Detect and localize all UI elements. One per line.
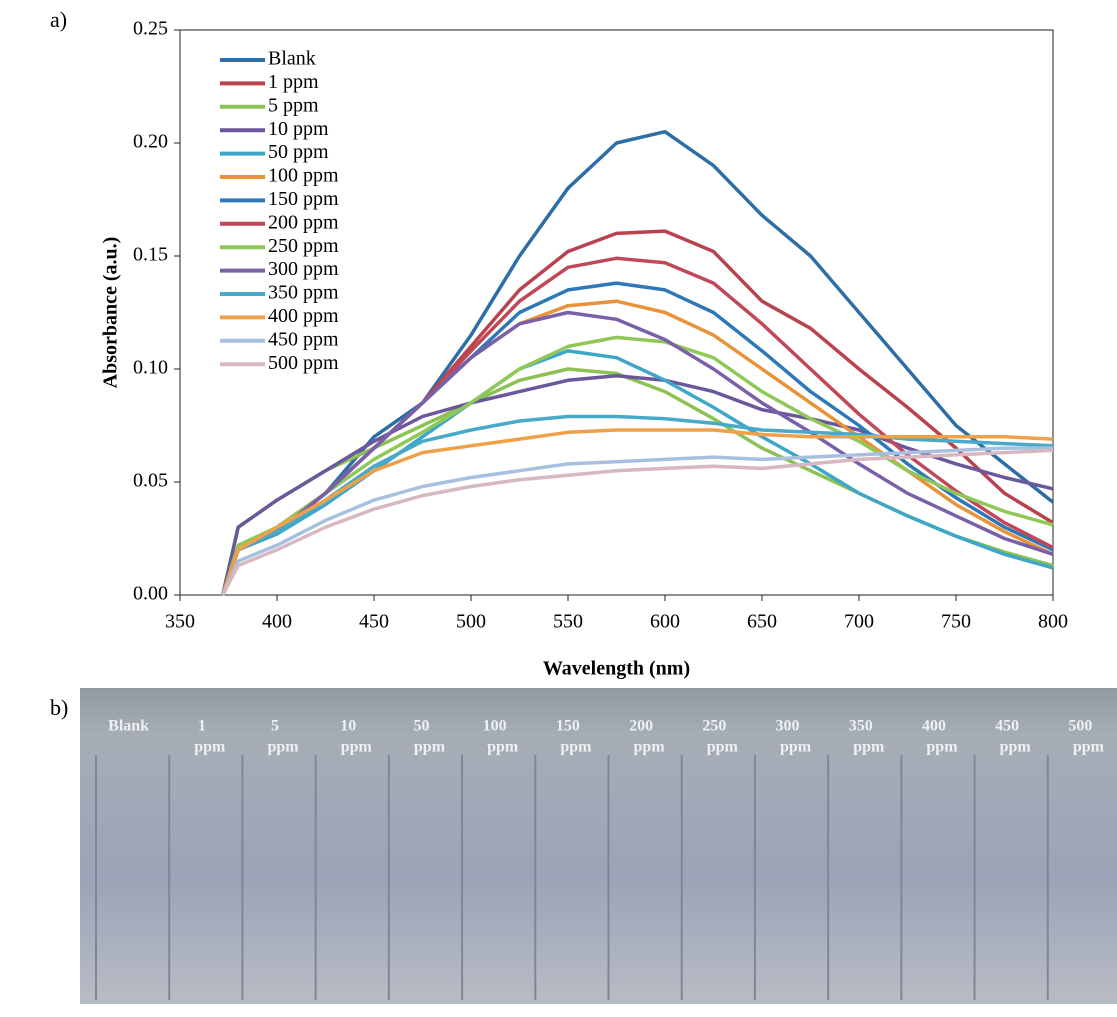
x-axis-label: Wavelength (nm) (543, 658, 690, 680)
cuvette-label: 350 (849, 718, 873, 735)
y-axis-label: Absorbance (a.u.) (100, 237, 122, 389)
legend-label: 5 ppm (268, 94, 319, 116)
cuvette-unit: ppm (487, 739, 519, 756)
cuvette-unit: ppm (780, 739, 812, 756)
legend-label: 500 ppm (268, 352, 339, 374)
x-tick-label: 350 (165, 611, 195, 633)
series-line (221, 299, 1054, 596)
panel-label: a) (50, 7, 67, 32)
y-tick-label: 0.15 (133, 244, 168, 266)
y-tick-label: 0.20 (133, 131, 168, 153)
series-line (221, 414, 1054, 596)
cuvette-unit: ppm (560, 739, 592, 756)
x-tick-label: 650 (747, 611, 777, 633)
cuvette-label: 250 (702, 718, 726, 735)
legend-label: 250 ppm (268, 235, 339, 257)
cuvette-unit: ppm (634, 739, 666, 756)
cuvette-unit: ppm (341, 739, 373, 756)
series-line (221, 446, 1053, 596)
cuvette-label: 1 (198, 718, 206, 735)
photo-labels: Blank 1 ppm 5 ppm 10 ppm 50 ppm 100 ppm 150 ppm 200 pp… (95, 718, 1105, 1000)
legend-label: 10 ppm (268, 118, 329, 140)
x-tick-label: 750 (941, 611, 971, 633)
cuvette-unit: ppm (1073, 739, 1105, 756)
x-tick-label: 500 (456, 611, 486, 633)
cuvette-label: 400 (922, 718, 946, 735)
series-line (221, 310, 1054, 596)
x-tick-label: 700 (844, 611, 874, 633)
cuvette-label: 200 (629, 718, 653, 735)
y-tick-label: 0.00 (133, 583, 168, 605)
cuvette-label: 10 (340, 718, 356, 735)
panel-label: b) (50, 695, 68, 720)
series-line (221, 448, 1054, 596)
y-tick-label: 0.10 (133, 357, 168, 379)
cuvette-unit: ppm (707, 739, 739, 756)
cuvette-unit: ppm (414, 739, 446, 756)
legend-label: 350 ppm (268, 282, 339, 304)
legend-label: 50 ppm (268, 141, 329, 163)
photo (80, 688, 1117, 1004)
legend-label: 1 ppm (268, 71, 319, 93)
y-tick-label: 0.25 (133, 18, 168, 40)
cuvette-unit: ppm (853, 739, 885, 756)
legend-label: 100 ppm (268, 165, 339, 187)
series-line (221, 349, 1054, 596)
legend-label: 200 ppm (268, 211, 339, 233)
cuvette-label: 50 (413, 718, 429, 735)
x-tick-label: 450 (359, 611, 389, 633)
series-line (220, 374, 1054, 596)
legend-label: 150 ppm (268, 188, 339, 210)
legend-label: 400 ppm (268, 305, 339, 327)
cuvette-label: 5 (271, 718, 279, 735)
cuvette-label: 300 (776, 718, 800, 735)
legend-label: 300 ppm (268, 258, 339, 280)
cuvette-unit: ppm (926, 739, 958, 756)
plot-frame (179, 29, 1054, 596)
x-tick-label: 600 (650, 611, 680, 633)
x-tick-label: 800 (1038, 611, 1068, 633)
cuvette-unit: ppm (194, 739, 226, 756)
cuvette-unit: ppm (267, 739, 299, 756)
x-tick-label: 550 (553, 611, 583, 633)
series-line (221, 428, 1054, 596)
cuvette-unit: ppm (1000, 739, 1032, 756)
legend-label: 450 ppm (268, 328, 339, 350)
cuvette-label: 450 (995, 718, 1019, 735)
x-tick-label: 400 (262, 611, 292, 633)
cuvette-label: 100 (483, 718, 507, 735)
cuvette-label: Blank (108, 718, 149, 735)
y-tick-label: 0.05 (133, 470, 168, 492)
chart: 0.00 0.05 0.10 0.15 0.20 0.25 350 400 450 500 550 6… (100, 18, 1068, 680)
legend-label: Blank (268, 48, 316, 70)
cuvette-label: 150 (556, 718, 580, 735)
cuvette-label: 500 (1068, 718, 1092, 735)
